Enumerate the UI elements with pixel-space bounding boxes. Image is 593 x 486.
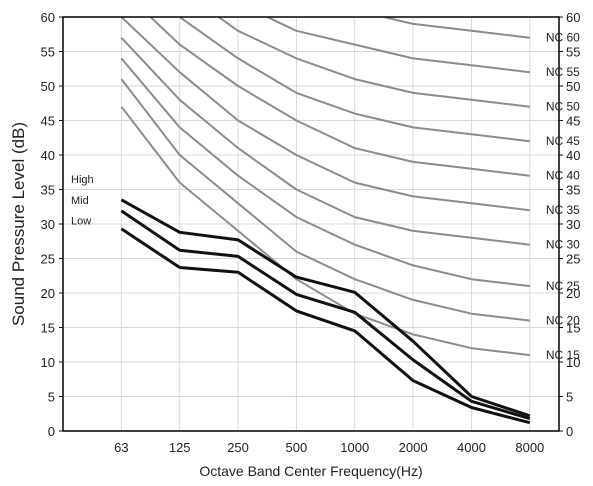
y-tick-label-left: 25: [41, 252, 55, 267]
x-tick-label: 4000: [457, 440, 486, 455]
y-tick-label-right: 20: [566, 286, 580, 301]
x-tick-label: 1000: [340, 440, 369, 455]
y-tick-label-right: 60: [566, 10, 580, 25]
y-tick-label-right: 50: [566, 79, 580, 94]
y-tick-label-left: 30: [41, 217, 55, 232]
x-tick-label: 125: [169, 440, 191, 455]
x-tick-label: 2000: [399, 440, 428, 455]
y-tick-label-right: 10: [566, 355, 580, 370]
nc-curve-nc35: [120, 17, 530, 212]
nc-curve-nc55: [264, 17, 530, 74]
nc-label: NC 40: [546, 169, 580, 183]
nc-curve-nc30: [120, 37, 530, 246]
series-label-mid: Mid: [71, 195, 89, 207]
y-axis-title: Sound Pressure Level (dB): [9, 122, 28, 326]
x-axis-title: Octave Band Center Frequency(Hz): [199, 463, 422, 479]
nc-curves: [120, 17, 530, 357]
y-tick-label-left: 5: [48, 390, 55, 405]
y-tick-label-right: 0: [566, 424, 573, 439]
measured-curves: [120, 198, 531, 425]
nc-label: NC 50: [546, 100, 580, 114]
y-tick-label-left: 0: [48, 424, 55, 439]
y-ticks-left: 0 5 10 15 20 25 30 35 40 45 50 55 60: [41, 10, 63, 439]
nc-curve-nc45: [178, 17, 530, 143]
nc-labels: NC 15 NC 20 NC 25 NC 30 NC 35 NC 40 NC 45 NC 50…: [546, 31, 580, 362]
series-label-low: Low: [71, 216, 91, 228]
nc-curve-nc20: [120, 78, 530, 322]
y-tick-label-left: 40: [41, 148, 55, 163]
y-tick-label-right: 15: [566, 321, 580, 336]
series-line-high: [120, 198, 531, 418]
nc-label: NC 55: [546, 65, 580, 79]
y-tick-label-left: 10: [41, 355, 55, 370]
series-label-high: High: [71, 174, 94, 186]
y-tick-label-right: 35: [566, 183, 580, 198]
nc-label: NC 25: [546, 279, 580, 293]
nc-label: NC 60: [546, 31, 580, 45]
nc-label: NC 45: [546, 134, 580, 148]
x-tick-label: 250: [227, 440, 249, 455]
nc-curve-nc25: [120, 57, 530, 288]
y-tick-label-right: 5: [566, 390, 573, 405]
x-ticks: 63 125 250 500 1000 2000 4000 8000: [114, 440, 544, 455]
y-tick-label-left: 20: [41, 286, 55, 301]
y-tick-label-left: 55: [41, 45, 55, 60]
nc-label: NC 15: [546, 348, 580, 362]
y-tick-label-left: 15: [41, 321, 55, 336]
nc-label: NC 30: [546, 238, 580, 252]
y-tick-label-left: 60: [41, 10, 55, 25]
y-tick-label-right: 30: [566, 217, 580, 232]
nc-curve-nc40: [149, 17, 530, 177]
y-ticks-right: 0 5 10 15 20 25 30 35 40 45 50 55 60: [559, 10, 580, 439]
series-line-low: [120, 227, 531, 425]
y-tick-label-left: 35: [41, 183, 55, 198]
nc-curve-nc50: [216, 17, 530, 108]
series-line-mid: [120, 209, 531, 421]
series-labels: High Mid Low: [71, 174, 94, 227]
x-tick-label: 8000: [515, 440, 544, 455]
y-tick-label-left: 45: [41, 114, 55, 129]
nc-label: NC 20: [546, 314, 580, 328]
nc-curve-nc60: [379, 17, 530, 39]
nc-label: NC 35: [546, 203, 580, 217]
x-tick-label: 63: [114, 440, 128, 455]
y-tick-label-left: 50: [41, 79, 55, 94]
y-tick-label-right: 45: [566, 114, 580, 129]
y-tick-label-right: 40: [566, 148, 580, 163]
y-tick-label-right: 25: [566, 252, 580, 267]
y-tick-label-right: 55: [566, 45, 580, 60]
nc-curve-nc15: [120, 106, 530, 357]
x-tick-label: 500: [286, 440, 308, 455]
